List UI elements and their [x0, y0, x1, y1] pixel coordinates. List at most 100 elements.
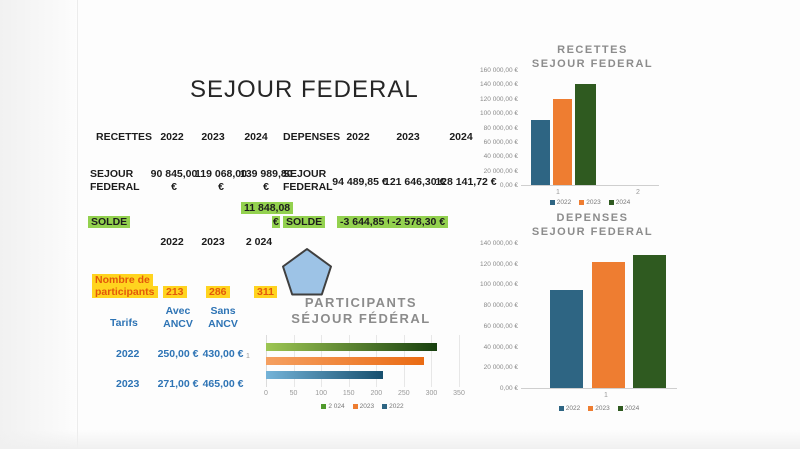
legend-swatch [558, 406, 564, 411]
y-tick-label: 20 000,00 € [483, 364, 518, 372]
tarifs-row1-avec: 250,00 € [157, 348, 199, 360]
y-tick-label: 120 000,00 € [480, 95, 518, 103]
chart-legend: 2022 2023 2024 [504, 405, 694, 412]
pentagon-shape [282, 248, 332, 296]
x-axis-line [521, 185, 659, 186]
y-tick-label: 80 000,00 € [483, 124, 518, 132]
recettes-year-2022: 2022 [160, 131, 184, 143]
participants-year-2022: 2022 [160, 236, 184, 248]
scan-shadow-bottom [0, 430, 800, 449]
tarifs-row1-sans: 430,00 € [202, 348, 244, 360]
legend-item: 2024 [617, 405, 640, 412]
category-label: 1 [604, 392, 608, 399]
y-tick-label: 120 000,00 € [480, 260, 518, 268]
y-tick-label: 60 000,00 € [483, 322, 518, 330]
chart-legend: 2022 2023 2024 [504, 199, 676, 206]
depenses-row-label-line2: FEDERAL [283, 181, 333, 193]
participants-chart-title-line2: SÉJOUR FÉDÉRAL [291, 311, 431, 326]
recettes-value-2022: 90 845,00 € [148, 168, 200, 194]
solde-recettes-currency: € [272, 216, 280, 228]
depenses-chart: DEPENSES SEJOUR FEDERAL 140 000,00 €120 … [450, 208, 700, 428]
y-tick-label: 40 000,00 € [483, 153, 518, 161]
depenses-chart-title-line1: DEPENSES [556, 212, 629, 224]
recettes-row-label-line1: SEJOUR [90, 168, 134, 180]
y-tick-label: 140 000,00 € [480, 81, 518, 89]
depenses-year-2023: 2023 [396, 131, 420, 143]
amount: 139 989,80 [240, 168, 293, 180]
currency: € [218, 181, 224, 193]
participants-year-2023: 2023 [201, 236, 225, 248]
category-label: 2 [636, 189, 640, 196]
legend-item: 2023 [352, 403, 375, 410]
legend-label: 2022 [556, 199, 572, 206]
x-tick-label: 250 [398, 390, 410, 397]
bar-2024 [633, 255, 666, 388]
legend-label: 2024 [615, 199, 631, 206]
y-tick-label: 60 000,00 € [483, 138, 518, 146]
depenses-header: DEPENSES [283, 131, 341, 143]
gridline [459, 335, 460, 387]
recettes-value-2023: 119 068,00 € [195, 168, 247, 194]
legend-item: 2023 [579, 199, 601, 206]
x-axis-line [521, 388, 677, 389]
x-tick-label: 300 [425, 390, 438, 397]
x-tick-label: 150 [342, 390, 355, 397]
x-tick-label: 200 [370, 390, 383, 397]
category-label: 1 [556, 189, 560, 196]
legend-item: 2022 [549, 199, 572, 206]
participants-year-2024: 2 024 [245, 236, 273, 248]
x-tick-label: 350 [453, 390, 465, 397]
legend-label: 2022 [565, 405, 581, 412]
depenses-value-2022: 94 489,85 € [332, 176, 388, 188]
bar-2022 [266, 371, 383, 379]
legend-label: 2024 [624, 405, 640, 412]
participants-count-2023: 286 [206, 286, 230, 298]
y-tick-label: 100 000,00 € [480, 110, 518, 118]
col-avec: Avec [165, 305, 191, 317]
gridline [431, 335, 433, 387]
pentagon-polygon [282, 248, 332, 296]
y-tick-label: 0,00 € [499, 182, 518, 189]
x-tick-label: 100 [315, 390, 327, 397]
depenses-value-2023: 121 646,30 € [384, 176, 446, 188]
legend-item: 2022 [558, 405, 581, 412]
recettes-year-2023: 2023 [201, 131, 225, 143]
solde-depenses-2022: -3 644,85 € [337, 216, 397, 228]
bar-2023 [266, 357, 424, 365]
participants-count-2022: 213 [163, 286, 187, 298]
recettes-header: RECETTES [96, 131, 153, 143]
recettes-value-2024: 139 989,80 € [240, 168, 293, 194]
participants-chart: PARTICIPANTS SÉJOUR FÉDÉRAL 1 0 50 100 150 2… [240, 290, 482, 425]
tarifs-row2-sans: 465,00 € [202, 378, 244, 390]
legend-swatch [321, 404, 327, 409]
legend-item: 2024 [608, 199, 631, 206]
depenses-row-label: SEJOUR FEDERAL [283, 168, 333, 194]
bar-2023 [553, 99, 572, 185]
recettes-chart-title-line1: RECETTES [557, 44, 628, 56]
depenses-year-2022: 2022 [346, 131, 370, 143]
depenses-chart-title-line2: SEJOUR FEDERAL [531, 226, 654, 238]
bar-2022 [550, 290, 583, 388]
legend-label: 2022 [389, 403, 404, 410]
y-tick-label: 0,00 € [499, 385, 518, 392]
y-tick-label: 140 000,00 € [480, 240, 518, 247]
legend-label: 2023 [359, 403, 375, 410]
y-tick-label: 20 000,00 € [483, 167, 518, 175]
amount: 90 845,00 [150, 168, 198, 180]
bar-2022 [531, 120, 550, 185]
tarifs-row2-year: 2023 [116, 378, 140, 390]
participants-chart-title-line1: PARTICIPANTS [304, 295, 418, 310]
legend-swatch [352, 404, 358, 409]
tarifs-col-sans-ancv: Sans ANCV [202, 305, 244, 331]
recettes-year-2024: 2024 [244, 131, 268, 143]
depenses-year-2024: 2024 [449, 131, 473, 143]
participants-count-2024: 311 [254, 286, 277, 298]
recettes-row-label-line2: FEDERAL [90, 181, 140, 193]
legend-swatch [382, 404, 388, 409]
recettes-row-label: SEJOUR FEDERAL [90, 168, 140, 194]
y-tick-label: 80 000,00 € [483, 302, 518, 310]
bar-2024 [266, 343, 437, 351]
y-tick-label: 100 000,00 € [480, 281, 518, 289]
solde-recettes-amount: 11 848,08 [241, 202, 294, 214]
